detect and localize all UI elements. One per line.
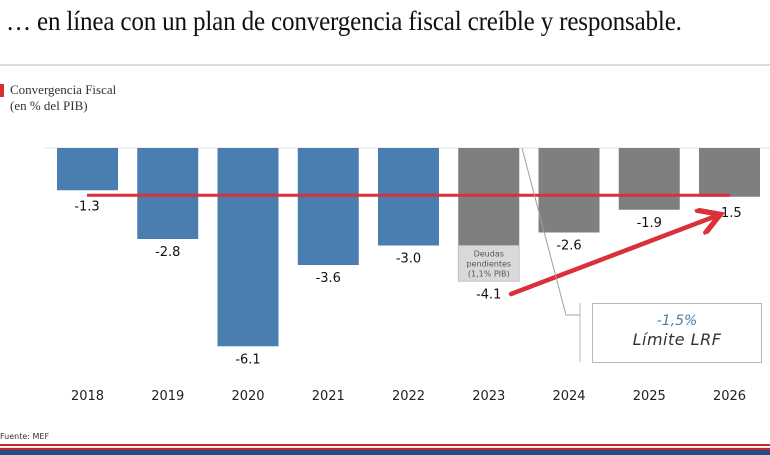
bar-2026 (699, 148, 760, 197)
bar-2025 (618, 148, 680, 210)
source-note: Fuente: MEF (0, 432, 50, 441)
x-tick-labels-group: 2018 2019 2020 2021 2022 2023 2024 2025 2026 (71, 389, 746, 404)
bar-2020 (217, 148, 279, 347)
x-tick-label: 2024 (552, 389, 585, 404)
lrf-callout-value: -1,5% (656, 313, 698, 329)
x-tick-label: 2021 (312, 389, 345, 404)
x-tick-label: 2022 (392, 389, 425, 404)
value-label: -3.6 (316, 271, 341, 286)
value-label: -2.8 (155, 245, 180, 260)
value-label: -4.1 (476, 287, 501, 302)
bar-2019 (137, 148, 199, 239)
chart-title-block: Convergencia Fiscal (en % del PIB) (10, 82, 116, 114)
footer-stripe-blue (0, 450, 770, 455)
x-tick-label: 2026 (713, 389, 746, 404)
pending-debt-label-line: pendientes (466, 260, 511, 269)
header-divider (0, 64, 770, 66)
footer-stripe-red-2 (0, 448, 770, 450)
trend-arrow (508, 216, 716, 297)
bar-segment-pending-debt (457, 245, 520, 282)
title-marker (0, 84, 4, 97)
x-tick-label: 2020 (231, 389, 264, 404)
annotations-group (87, 147, 730, 362)
lrf-callout-label: Límite LRF (632, 330, 722, 349)
footer-stripe-red (0, 444, 770, 446)
value-label: -3.0 (396, 252, 421, 267)
value-label: -2.6 (556, 239, 581, 254)
chart-subtitle: (en % del PIB) (10, 98, 88, 113)
lrf-callout-box: -1,5% Límite LRF (592, 303, 762, 363)
value-label: -1.3 (74, 199, 99, 214)
x-tick-label: 2019 (151, 389, 184, 404)
x-tick-label: 2023 (472, 389, 505, 404)
x-tick-label: 2025 (633, 389, 666, 404)
x-tick-label: 2018 (71, 389, 104, 404)
bar-2024 (538, 148, 600, 233)
bar-2021 (297, 148, 359, 265)
pending-debt-label-line: (1,1% PIB) (468, 270, 510, 279)
callout-leader-line (521, 147, 580, 316)
footer-stripe-white (0, 447, 770, 448)
value-label: -6.1 (235, 352, 260, 367)
pending-debt-label-line: Deudas (474, 250, 504, 259)
chart-title: Convergencia Fiscal (10, 82, 117, 97)
bar-2018 (57, 148, 118, 191)
value-label: -1.9 (637, 216, 662, 231)
value-label: -1.5 (716, 206, 741, 221)
headline: … en línea con un plan de convergencia f… (6, 6, 682, 36)
value-labels-group: -1.3 -2.8 -6.1 -3.6 -3.0 Deudaspendientes(1,1… (74, 199, 741, 367)
